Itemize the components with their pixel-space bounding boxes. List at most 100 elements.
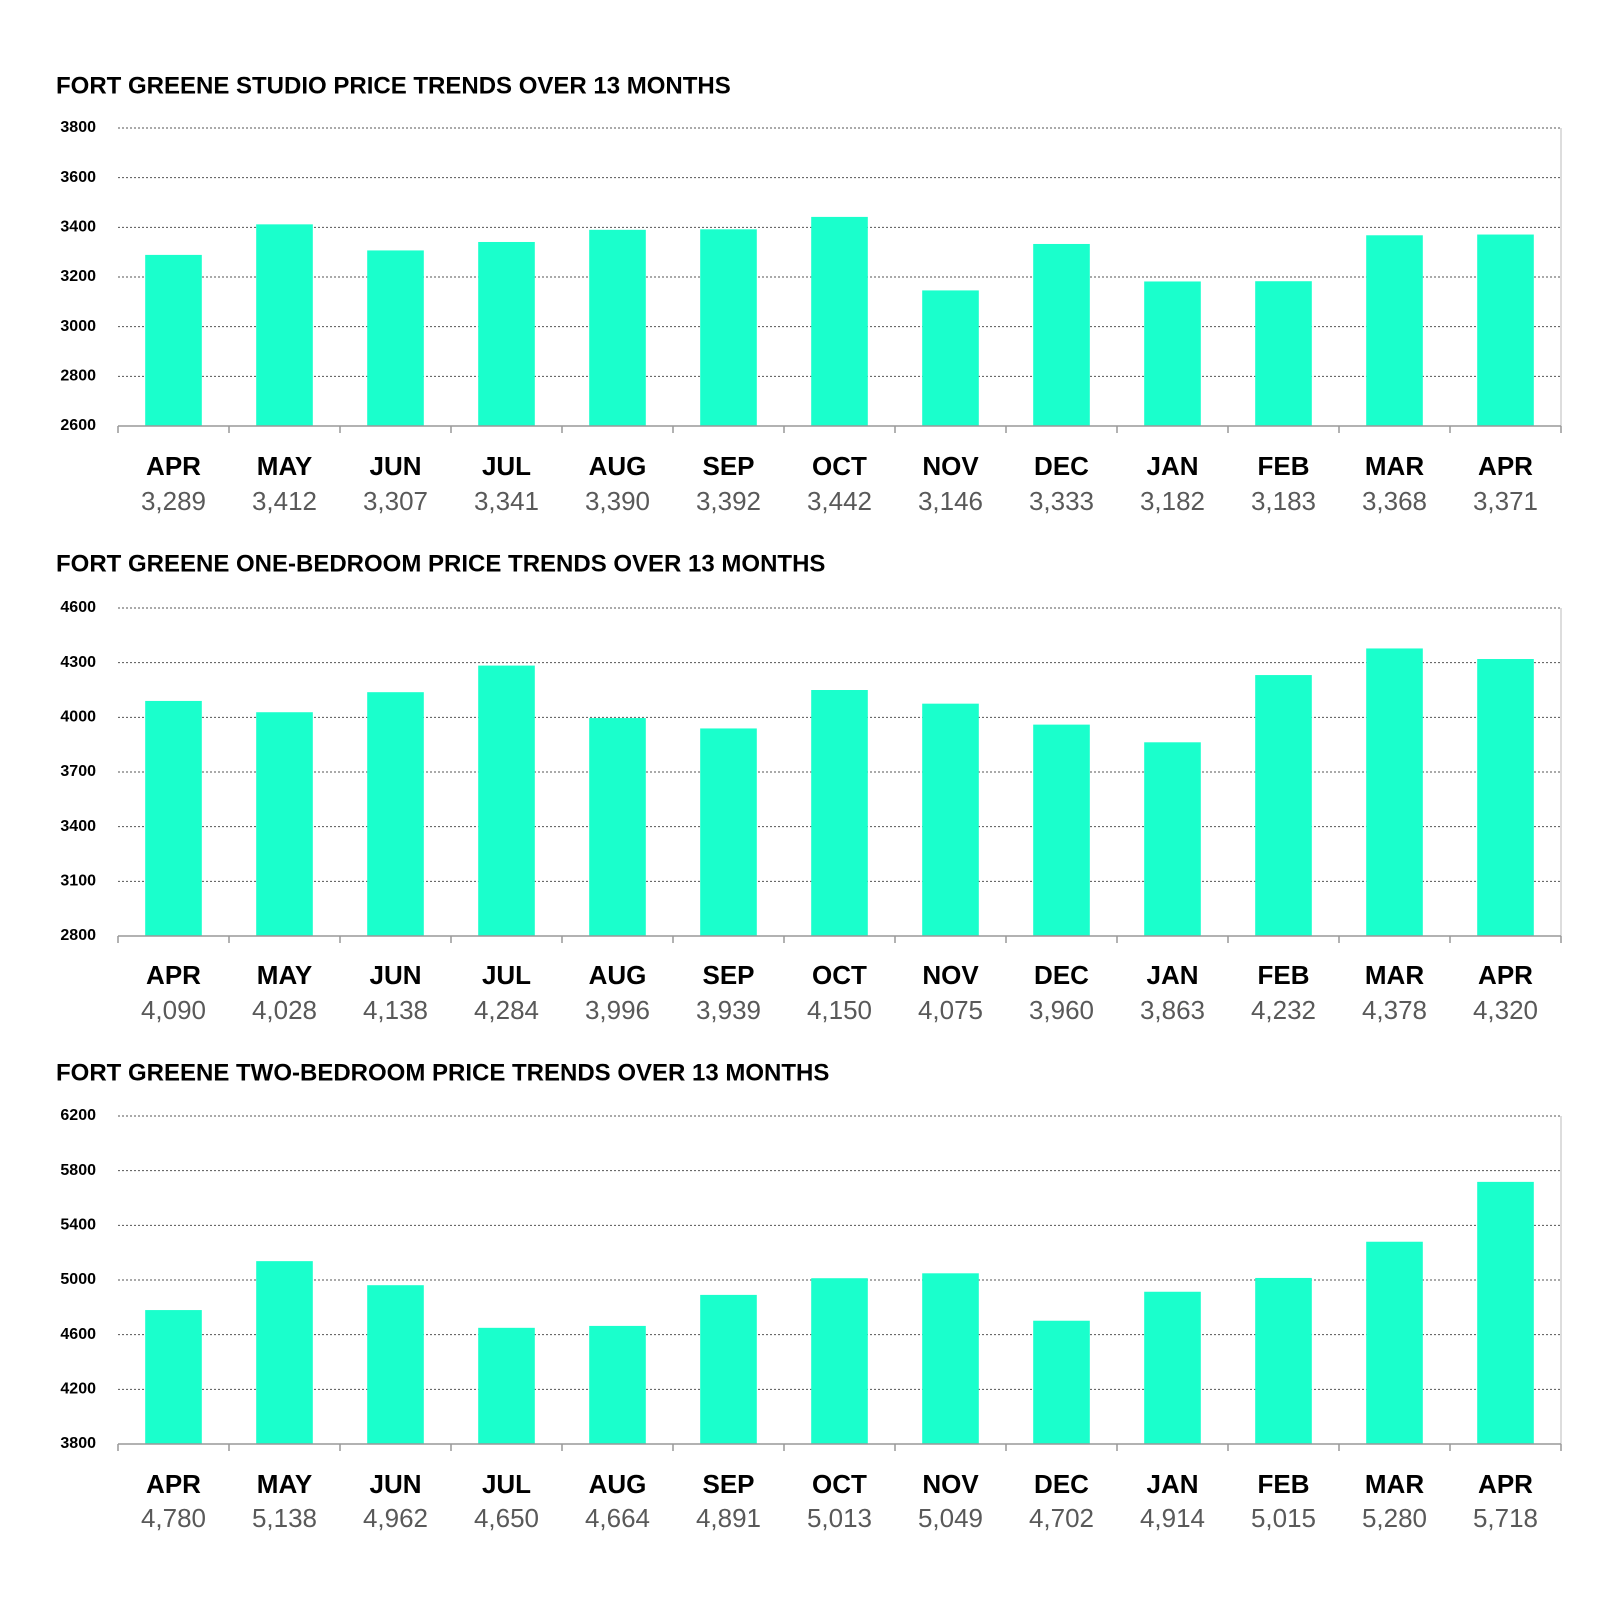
x-tick-label: AUG bbox=[589, 451, 647, 481]
y-tick-label: 3600 bbox=[60, 169, 96, 186]
bar bbox=[700, 728, 757, 936]
bar bbox=[1033, 1320, 1090, 1444]
bar bbox=[367, 250, 424, 426]
value-label: 3,863 bbox=[1140, 995, 1205, 1025]
y-tick-label: 2600 bbox=[60, 417, 96, 434]
x-tick-label: NOV bbox=[922, 960, 979, 990]
value-label: 4,138 bbox=[363, 995, 428, 1025]
x-tick-label: MAY bbox=[257, 960, 312, 990]
y-tick-label: 3000 bbox=[60, 318, 96, 335]
bar bbox=[1477, 234, 1534, 426]
bar bbox=[589, 1325, 646, 1444]
x-tick-label: OCT bbox=[812, 960, 867, 990]
value-label: 5,280 bbox=[1362, 1503, 1427, 1533]
value-label: 4,150 bbox=[807, 995, 872, 1025]
bar bbox=[478, 665, 535, 936]
x-tick-label: MAR bbox=[1365, 960, 1424, 990]
value-label: 5,049 bbox=[918, 1503, 983, 1533]
value-label: 4,962 bbox=[363, 1503, 428, 1533]
x-tick-label: DEC bbox=[1034, 451, 1089, 481]
bar bbox=[811, 690, 868, 936]
bar bbox=[478, 241, 535, 426]
chart-title: FORT GREENE TWO-BEDROOM PRICE TRENDS OVE… bbox=[56, 1059, 829, 1086]
x-tick-label: JUL bbox=[482, 1469, 531, 1499]
x-tick-label: FEB bbox=[1258, 960, 1310, 990]
chart-title: FORT GREENE STUDIO PRICE TRENDS OVER 13 … bbox=[56, 72, 731, 99]
x-tick-label: MAR bbox=[1365, 1469, 1424, 1499]
x-tick-label: MAR bbox=[1365, 451, 1424, 481]
bar bbox=[1477, 1181, 1534, 1444]
bar bbox=[1255, 1277, 1312, 1444]
x-tick-label: JUL bbox=[482, 451, 531, 481]
x-tick-label: SEP bbox=[702, 451, 754, 481]
x-tick-label: NOV bbox=[922, 451, 979, 481]
bar bbox=[1033, 724, 1090, 936]
value-label: 5,718 bbox=[1473, 1503, 1538, 1533]
value-label: 5,138 bbox=[252, 1503, 317, 1533]
x-tick-label: OCT bbox=[812, 451, 867, 481]
chart-title: FORT GREENE ONE-BEDROOM PRICE TRENDS OVE… bbox=[56, 550, 825, 577]
value-label: 3,371 bbox=[1473, 486, 1538, 516]
x-tick-label: SEP bbox=[702, 960, 754, 990]
x-tick-label: DEC bbox=[1034, 1469, 1089, 1499]
y-tick-label: 6200 bbox=[60, 1107, 96, 1124]
x-tick-label: FEB bbox=[1258, 451, 1310, 481]
bar bbox=[367, 1285, 424, 1444]
x-tick-label: JUN bbox=[369, 960, 421, 990]
value-label: 4,891 bbox=[696, 1503, 761, 1533]
bar bbox=[811, 1278, 868, 1444]
value-label: 4,664 bbox=[585, 1503, 650, 1533]
bar bbox=[1477, 659, 1534, 936]
y-tick-label: 3100 bbox=[60, 873, 96, 890]
x-tick-label: APR bbox=[146, 451, 201, 481]
y-tick-label: 4600 bbox=[60, 1326, 96, 1343]
value-label: 3,183 bbox=[1251, 486, 1316, 516]
value-label: 4,090 bbox=[141, 995, 206, 1025]
value-label: 3,333 bbox=[1029, 486, 1094, 516]
bar bbox=[922, 290, 979, 426]
y-tick-label: 3400 bbox=[60, 818, 96, 835]
y-tick-label: 3200 bbox=[60, 268, 96, 285]
x-tick-label: APR bbox=[1478, 1469, 1533, 1499]
y-tick-label: 3400 bbox=[60, 219, 96, 236]
value-label: 3,182 bbox=[1140, 486, 1205, 516]
bar bbox=[589, 229, 646, 426]
y-tick-label: 4200 bbox=[60, 1381, 96, 1398]
value-label: 3,996 bbox=[585, 995, 650, 1025]
x-tick-label: APR bbox=[146, 1469, 201, 1499]
x-tick-label: APR bbox=[1478, 960, 1533, 990]
bar bbox=[922, 1273, 979, 1444]
value-label: 4,075 bbox=[918, 995, 983, 1025]
x-tick-label: FEB bbox=[1258, 1469, 1310, 1499]
bar bbox=[145, 1310, 202, 1444]
bar bbox=[145, 254, 202, 426]
x-tick-label: AUG bbox=[589, 1469, 647, 1499]
x-tick-label: JUN bbox=[369, 451, 421, 481]
value-label: 3,939 bbox=[696, 995, 761, 1025]
y-tick-label: 5400 bbox=[60, 1217, 96, 1234]
value-label: 5,013 bbox=[807, 1503, 872, 1533]
bar bbox=[1144, 742, 1201, 936]
bar bbox=[1255, 281, 1312, 426]
bar bbox=[256, 1261, 313, 1444]
bar bbox=[589, 718, 646, 936]
x-tick-label: JUN bbox=[369, 1469, 421, 1499]
y-tick-label: 2800 bbox=[60, 927, 96, 944]
value-label: 4,028 bbox=[252, 995, 317, 1025]
value-label: 3,442 bbox=[807, 486, 872, 516]
x-tick-label: SEP bbox=[702, 1469, 754, 1499]
bar bbox=[1366, 648, 1423, 936]
bar bbox=[367, 692, 424, 936]
bar bbox=[145, 700, 202, 936]
value-label: 3,368 bbox=[1362, 486, 1427, 516]
value-label: 3,307 bbox=[363, 486, 428, 516]
bar bbox=[1255, 675, 1312, 936]
x-tick-label: JAN bbox=[1146, 1469, 1198, 1499]
bar bbox=[700, 1294, 757, 1444]
value-label: 3,341 bbox=[474, 486, 539, 516]
x-tick-label: JUL bbox=[482, 960, 531, 990]
bar bbox=[700, 229, 757, 426]
value-label: 4,320 bbox=[1473, 995, 1538, 1025]
value-label: 3,289 bbox=[141, 486, 206, 516]
